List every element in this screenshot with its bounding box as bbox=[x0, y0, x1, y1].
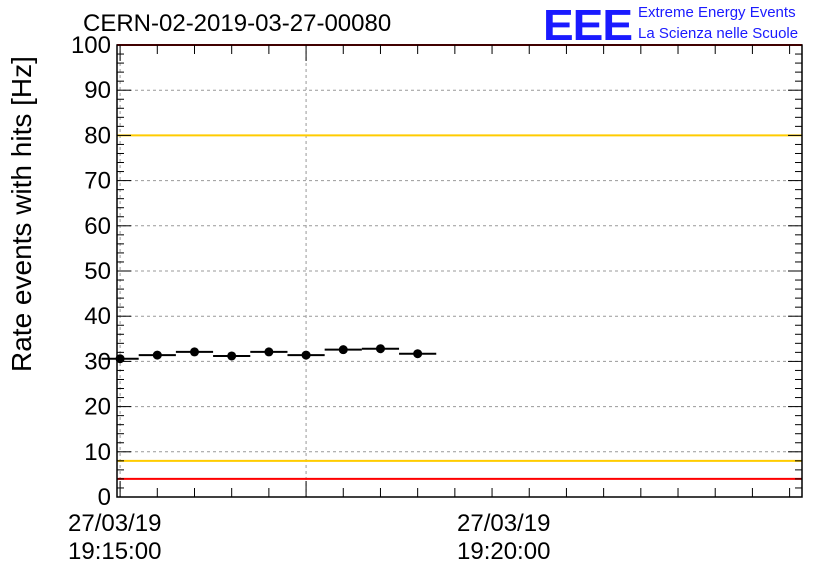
data-point-2 bbox=[189, 347, 199, 357]
y-tick-label-10: 100 bbox=[71, 32, 111, 59]
data-point-6 bbox=[338, 345, 348, 355]
data-point-7 bbox=[375, 344, 385, 354]
logo-line-2: La Scienza nelle Scuole bbox=[638, 25, 799, 42]
y-tick-label-6: 60 bbox=[84, 213, 111, 240]
x-tick-time-1: 19:20:00 bbox=[457, 538, 551, 565]
y-tick-labels: 0 10 20 30 40 50 60 70 80 90 100 bbox=[71, 32, 111, 511]
y-tick-label-0: 0 bbox=[98, 484, 111, 511]
data-point-5 bbox=[301, 350, 311, 360]
y-tick-label-5: 50 bbox=[84, 258, 111, 285]
y-tick-label-1: 10 bbox=[84, 439, 111, 466]
x-tick-date-1: 27/03/19 bbox=[457, 510, 551, 537]
data-point-8 bbox=[413, 349, 423, 359]
y-tick-label-3: 30 bbox=[84, 348, 111, 375]
y-tick-label-8: 80 bbox=[84, 122, 111, 149]
eee-logo: EEE bbox=[543, 0, 633, 50]
grid-lines bbox=[117, 44, 802, 498]
y-tick-label-4: 40 bbox=[84, 303, 111, 330]
data-point-3 bbox=[227, 351, 237, 361]
data-series bbox=[101, 344, 437, 364]
y-tick-label-2: 20 bbox=[84, 394, 111, 421]
reference-lines bbox=[117, 44, 802, 480]
x-tick-label-0: 27/03/19 19:15:00 bbox=[68, 510, 161, 566]
chart-title: CERN-02-2019-03-27-00080 bbox=[83, 10, 392, 37]
x-tick-date-0: 27/03/19 bbox=[68, 510, 162, 537]
x-tick-label-1: 27/03/19 19:20:00 bbox=[457, 510, 550, 566]
y-tick-label-7: 70 bbox=[84, 168, 111, 195]
logo-line-1: Extreme Energy Events bbox=[638, 4, 796, 21]
y-tick-label-9: 90 bbox=[84, 77, 111, 104]
x-tick-time-0: 19:15:00 bbox=[68, 538, 162, 565]
axis-ticks bbox=[117, 44, 802, 498]
data-point-4 bbox=[264, 347, 274, 357]
data-point-1 bbox=[152, 350, 162, 360]
